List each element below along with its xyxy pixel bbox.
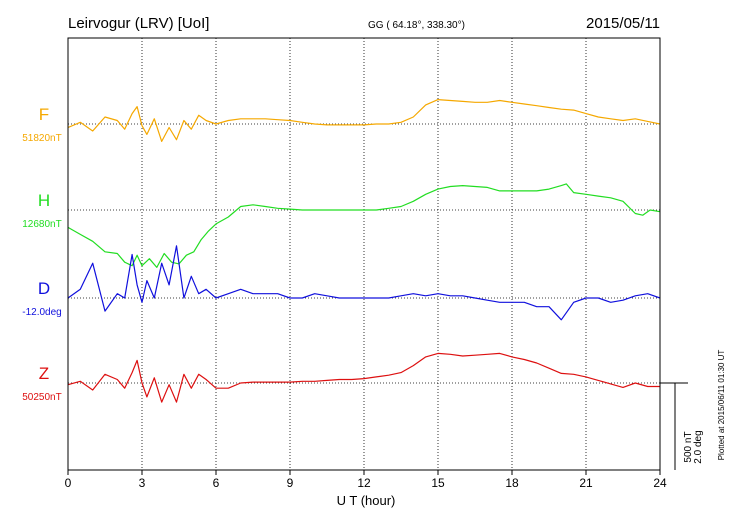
x-tick-label: 24 bbox=[653, 476, 667, 490]
series-name-z: Z bbox=[39, 364, 49, 383]
coordinates-label: GG ( 64.18°, 338.30°) bbox=[368, 20, 465, 31]
x-tick-label: 21 bbox=[579, 476, 593, 490]
series-name-h: H bbox=[38, 191, 50, 210]
x-tick-label: 18 bbox=[505, 476, 519, 490]
series-line-d bbox=[67, 245, 661, 321]
plotted-timestamp: Plotted at 2015/06/11 01:30 UT bbox=[717, 350, 726, 461]
scale-bar: 500 nT 2.0 deg bbox=[660, 382, 704, 470]
x-axis: 0 3 6 9 12 15 18 21 24 bbox=[65, 470, 667, 490]
series-name-f: F bbox=[39, 105, 49, 124]
x-tick-label: 15 bbox=[431, 476, 445, 490]
series-group bbox=[67, 98, 661, 403]
series-line-z bbox=[67, 352, 660, 403]
series-baseline-f: 51820nT bbox=[22, 133, 61, 144]
series-name-d: D bbox=[38, 279, 50, 298]
x-tick-label: 9 bbox=[287, 476, 294, 490]
series-baseline-h: 12680nT bbox=[22, 219, 61, 230]
scale-bar-deg-label: 2.0 deg bbox=[693, 430, 704, 463]
series-baseline-z: 50250nT bbox=[22, 392, 61, 403]
station-title: Leirvogur (LRV) [UoI] bbox=[68, 15, 209, 32]
grid-lines bbox=[68, 38, 660, 470]
x-tick-label: 6 bbox=[213, 476, 220, 490]
x-tick-label: 3 bbox=[139, 476, 146, 490]
series-line-h bbox=[67, 183, 661, 268]
series-line-f bbox=[67, 98, 661, 142]
series-baseline-d: -12.0deg bbox=[22, 307, 61, 318]
x-axis-label: U T (hour) bbox=[337, 493, 396, 508]
x-tick-label: 0 bbox=[65, 476, 72, 490]
series-labels: F 51820nT H 12680nT D -12.0deg Z 50250nT bbox=[22, 105, 61, 403]
date-label: 2015/05/11 bbox=[586, 15, 660, 32]
x-tick-label: 12 bbox=[357, 476, 371, 490]
scale-bar-nt-label: 500 nT bbox=[683, 431, 694, 462]
